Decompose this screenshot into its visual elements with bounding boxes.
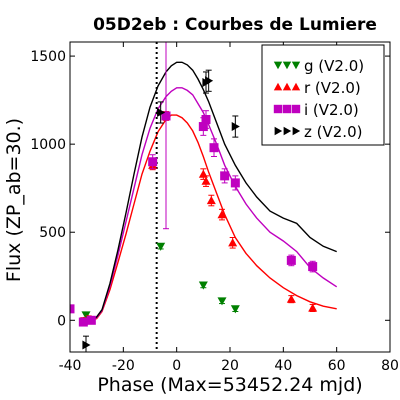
point-r-8 [228,237,238,249]
y-tick-label: 1000 [30,137,66,153]
point-i-10 [286,254,296,267]
x-tick-label: 60 [328,358,346,374]
marker-i [209,143,219,153]
x-tick-label: 80 [381,358,399,374]
point-i-7 [209,138,219,157]
marker-i [286,255,296,265]
marker-i [161,111,171,121]
y-axis-label: Flux (ZP_ab=30.) [3,118,25,282]
fit-curve-2 [90,61,337,321]
axes: -40 -20 0 20 40 60 80 0 500 1000 1500 [30,41,399,374]
marker-i [308,262,318,272]
point-i-2 [86,315,96,325]
point-i-9 [230,175,240,191]
point-i-0 [70,304,75,314]
marker-i [201,115,211,124]
point-i-8 [220,168,230,184]
fit-curves [90,61,338,321]
point-r-7 [217,208,227,221]
point-r-9 [286,294,296,304]
marker-i [198,122,208,132]
legend-marker-g [273,61,283,70]
x-tick-label: -20 [112,358,135,374]
marker-z [157,107,166,117]
legend-marker-r [282,82,292,91]
point-g-3 [217,297,227,306]
legend-label-r: r (V2.0) [304,79,361,97]
y-tick-label: 1500 [30,49,66,65]
legend-marker-g [291,61,301,70]
marker-r [286,294,296,303]
point-r-10 [308,303,318,312]
legend: g (V2.0) r (V2.0) i (V2.0) z (V2.0) [261,44,385,146]
marker-i [86,315,96,325]
marker-g [156,242,166,251]
x-tick-label: 20 [221,358,239,374]
marker-g [198,281,208,290]
marker-i [78,317,88,327]
data-points [70,42,318,352]
point-i-1 [78,317,88,327]
point-g-2 [198,281,208,290]
chart-title: 05D2eb : Courbes de Lumiere [93,15,377,35]
marker-r [308,303,318,312]
marker-z [231,122,240,132]
legend-marker-z [292,126,301,136]
legend-box [261,44,385,146]
legend-label-g: g (V2.0) [304,57,364,75]
fit-curve-0 [91,114,337,321]
point-z-0 [82,335,91,352]
marker-r [217,210,227,219]
marker-r [201,176,211,185]
marker-i [148,157,158,167]
point-g-4 [230,305,240,314]
x-tick-label: -40 [59,358,82,374]
marker-r [228,238,238,247]
point-r-5 [201,175,211,187]
x-tick-label: 40 [274,358,292,374]
point-z-1 [157,101,166,124]
legend-marker-g [282,61,292,70]
legend-marker-r [291,82,301,91]
point-z-3 [205,69,214,92]
y-tick-label: 500 [39,225,66,241]
legend-marker-i [273,104,283,114]
legend-label-i: i (V2.0) [304,101,359,119]
legend-marker-z [283,126,292,136]
marker-g [230,305,240,314]
marker-i [220,171,230,181]
marker-z [82,340,91,350]
point-z-4 [231,115,240,138]
marker-i [70,304,75,314]
fit-curve-1 [90,87,338,321]
marker-i [230,178,240,188]
marker-z [205,76,214,86]
legend-label-z: z (V2.0) [304,123,362,141]
x-tick-label: 0 [172,358,181,374]
legend-marker-z [274,126,283,136]
point-i-3 [148,154,158,170]
x-axis-label: Phase (Max=53452.24 mjd) [97,374,362,396]
legend-marker-i [282,104,292,114]
point-i-6 [201,110,211,129]
point-i-4 [161,42,171,230]
legend-marker-r [273,82,283,91]
point-i-11 [308,260,318,273]
point-r-6 [206,194,216,207]
legend-marker-i [291,104,301,114]
marker-g [217,297,227,306]
y-tick-label: 0 [57,313,66,329]
point-g-1 [156,242,166,251]
marker-r [206,196,216,205]
